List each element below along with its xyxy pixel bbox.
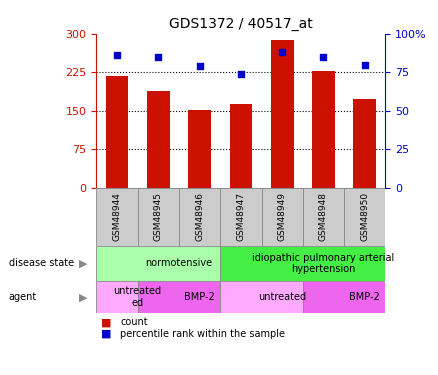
Bar: [106, 76, 128, 188]
Bar: [261, 188, 303, 246]
Text: idiopathic pulmonary arterial
hypertension: idiopathic pulmonary arterial hypertensi…: [252, 253, 395, 274]
Point: [361, 62, 368, 68]
Bar: [344, 188, 385, 246]
Text: GSM48950: GSM48950: [360, 192, 369, 241]
Text: count: count: [120, 317, 148, 327]
Text: ▶: ▶: [79, 258, 88, 268]
Bar: [353, 99, 376, 188]
Title: GDS1372 / 40517_at: GDS1372 / 40517_at: [169, 17, 313, 32]
Bar: [188, 110, 211, 188]
Point: [237, 71, 244, 77]
Bar: [96, 281, 138, 313]
Bar: [138, 281, 220, 313]
Point: [320, 54, 327, 60]
Text: normotensive: normotensive: [145, 258, 212, 268]
Text: BMP-2: BMP-2: [350, 292, 380, 302]
Point: [196, 63, 203, 69]
Bar: [230, 105, 252, 188]
Text: GSM48949: GSM48949: [278, 192, 287, 241]
Bar: [220, 246, 385, 281]
Text: disease state: disease state: [9, 258, 74, 268]
Text: ■: ■: [101, 317, 111, 327]
Text: GSM48947: GSM48947: [237, 192, 245, 241]
Bar: [303, 188, 344, 246]
Bar: [303, 281, 385, 313]
Text: percentile rank within the sample: percentile rank within the sample: [120, 329, 286, 339]
Point: [155, 54, 162, 60]
Bar: [220, 281, 303, 313]
Bar: [138, 188, 179, 246]
Text: BMP-2: BMP-2: [184, 292, 215, 302]
Text: GSM48944: GSM48944: [113, 192, 121, 241]
Bar: [96, 188, 138, 246]
Point: [279, 49, 286, 55]
Text: ■: ■: [101, 329, 111, 339]
Text: GSM48948: GSM48948: [319, 192, 328, 241]
Bar: [312, 70, 335, 188]
Bar: [271, 40, 293, 188]
Text: GSM48945: GSM48945: [154, 192, 163, 241]
Bar: [220, 188, 261, 246]
Text: untreated
ed: untreated ed: [113, 286, 162, 308]
Text: GSM48946: GSM48946: [195, 192, 204, 241]
Bar: [179, 188, 220, 246]
Bar: [147, 91, 170, 188]
Text: untreated: untreated: [258, 292, 306, 302]
Point: [113, 52, 120, 58]
Text: ▶: ▶: [79, 292, 88, 302]
Text: agent: agent: [9, 292, 37, 302]
Bar: [96, 246, 220, 281]
